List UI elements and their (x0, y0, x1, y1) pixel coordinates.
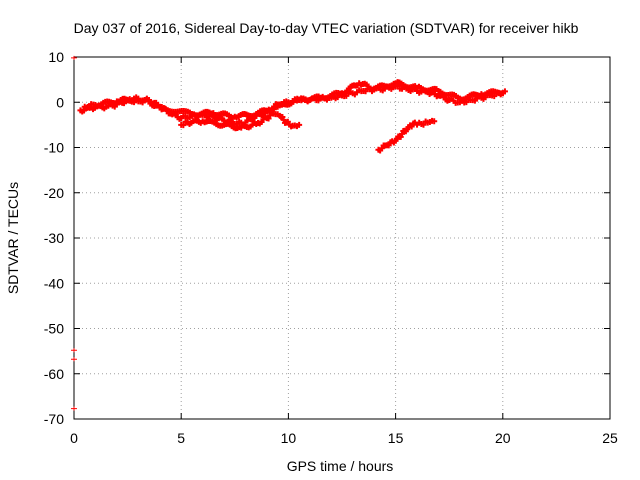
data-point (433, 86, 440, 93)
x-tick-labels: 0 5 10 15 20 25 (70, 430, 618, 446)
data-point (315, 93, 322, 100)
data-point (219, 122, 226, 129)
x-tick-label: 25 (602, 430, 618, 446)
data-point (444, 97, 451, 104)
data-point (454, 94, 461, 101)
data-point (265, 115, 272, 122)
outlier-point (71, 357, 77, 362)
x-axis-label: GPS time / hours (287, 458, 394, 474)
data-point (390, 80, 397, 87)
data-point (90, 101, 97, 108)
x-tick-label: 15 (388, 430, 404, 446)
y-tick-labels: -70 -60 -50 -40 -30 -20 -10 0 10 (44, 49, 64, 427)
data-point (280, 116, 287, 123)
y-tick-label: -30 (44, 230, 64, 246)
data-point (154, 102, 161, 109)
data-point (429, 117, 436, 124)
data-point (101, 105, 108, 112)
outlier-point (71, 406, 77, 411)
data-point (420, 121, 427, 128)
x-tick-label: 10 (281, 430, 297, 446)
x-tick-label: 20 (495, 430, 511, 446)
data-point (186, 109, 193, 116)
data-point (416, 119, 423, 126)
data-point (182, 118, 189, 125)
x-tick-label: 0 (70, 430, 78, 446)
data-point (347, 89, 354, 96)
data-point (129, 97, 136, 104)
data-point (176, 115, 183, 122)
data-point (499, 90, 506, 97)
data-point (385, 142, 392, 149)
data-point (208, 110, 215, 117)
data-point (397, 133, 404, 140)
y-tick-label: -50 (44, 321, 64, 337)
data-point (219, 115, 226, 122)
y-tick-label: -60 (44, 366, 64, 382)
data-point (262, 114, 269, 121)
grid-lines (74, 57, 610, 419)
x-tick-label: 5 (177, 430, 185, 446)
y-tick-label: -20 (44, 185, 64, 201)
axis-ticks (73, 56, 611, 420)
y-axis-label: SDTVAR / TECUs (5, 182, 21, 294)
y-tick-label: -10 (44, 140, 64, 156)
data-point (369, 86, 376, 93)
data-point (293, 123, 300, 130)
chart-title: Day 037 of 2016, Sidereal Day-to-day VTE… (74, 20, 579, 36)
data-points (71, 55, 508, 411)
data-point (251, 112, 258, 119)
y-tick-label: 0 (56, 94, 64, 110)
y-tick-label: -40 (44, 275, 64, 291)
y-tick-label: 10 (48, 49, 64, 65)
data-point (404, 126, 411, 133)
series-outliers (71, 55, 77, 411)
data-point (274, 111, 281, 118)
outlier-point (71, 348, 77, 353)
data-point (272, 104, 279, 111)
outlier-point (71, 55, 77, 60)
data-point (139, 97, 146, 104)
y-tick-label: -70 (44, 411, 64, 427)
data-point (180, 122, 187, 129)
data-point (236, 124, 243, 131)
data-point (111, 100, 118, 107)
data-point (390, 139, 397, 146)
data-point (410, 120, 417, 127)
